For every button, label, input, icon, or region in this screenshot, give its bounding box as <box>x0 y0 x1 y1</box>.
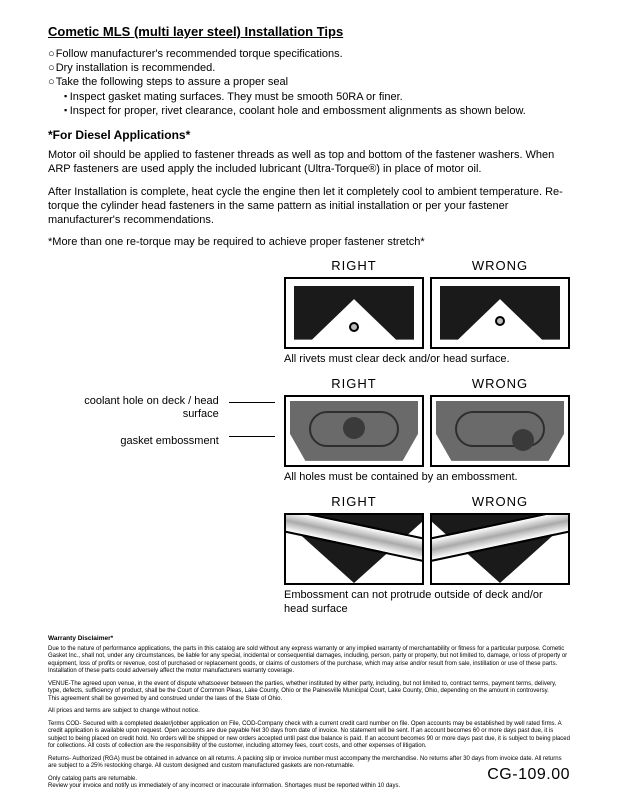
annotation-gasket-embossment: gasket embossment <box>48 435 219 448</box>
panel-protrude-wrong <box>430 513 570 585</box>
label-right: RIGHT <box>331 494 376 511</box>
coolant-hole-icon <box>343 417 365 439</box>
bullet-dry: Dry installation is recommended. <box>48 61 570 75</box>
diesel-heading: *For Diesel Applications* <box>48 128 570 144</box>
rivet-icon <box>495 316 505 326</box>
label-wrong: WRONG <box>472 376 528 393</box>
diagram-pair-embossment: coolant hole on deck / head surface gask… <box>48 376 570 484</box>
coolant-hole-icon <box>512 429 534 451</box>
document-code: CG-109.00 <box>487 765 570 786</box>
disclaimer-p2: VENUE-The agreed upon venue, in the even… <box>48 681 570 704</box>
diesel-p2: After Installation is complete, heat cyc… <box>48 185 570 228</box>
diagram-pair-protrude: RIGHT WRONG Embossment can not protrude … <box>48 494 570 616</box>
annotation-labels: coolant hole on deck / head surface gask… <box>48 381 219 463</box>
bullet-clearance: Inspect for proper, rivet clearance, coo… <box>48 104 570 118</box>
bullet-torque: Follow manufacturer's recommended torque… <box>48 47 570 61</box>
install-bullets: Follow manufacturer's recommended torque… <box>48 47 570 118</box>
diesel-p1: Motor oil should be applied to fastener … <box>48 148 570 177</box>
bullet-surfaces: Inspect gasket mating surfaces. They mus… <box>48 90 570 104</box>
page-title: Cometic MLS (multi layer steel) Installa… <box>48 24 570 41</box>
annotation-coolant-hole: coolant hole on deck / head surface <box>48 395 219 421</box>
disclaimer-p1: Due to the nature of performance applica… <box>48 646 570 676</box>
panel-emboss-wrong <box>430 395 570 467</box>
diagram-pair-rivets: RIGHT WRONG All rivets must clear deck a… <box>48 258 570 366</box>
diesel-p3: *More than one re-torque may be required… <box>48 235 570 249</box>
diagram-area: RIGHT WRONG All rivets must clear deck a… <box>48 258 570 617</box>
rivet-icon <box>349 322 359 332</box>
panel-rivet-wrong <box>430 277 570 349</box>
label-right: RIGHT <box>331 258 376 275</box>
label-wrong: WRONG <box>472 494 528 511</box>
annotation-leader-lines <box>229 382 274 460</box>
disclaimer-p3: All prices and terms are subject to chan… <box>48 708 570 716</box>
panel-protrude-right <box>284 513 424 585</box>
caption-rivets: All rivets must clear deck and/or head s… <box>284 352 570 366</box>
disclaimer-heading: Warranty Disclaimer* <box>48 635 570 643</box>
disclaimer-p4: Terms COD- Secured with a completed deal… <box>48 721 570 751</box>
bullet-steps: Take the following steps to assure a pro… <box>48 75 570 89</box>
caption-embossment: All holes must be contained by an emboss… <box>284 470 570 484</box>
caption-protrude: Embossment can not protrude outside of d… <box>284 588 570 617</box>
label-right: RIGHT <box>331 376 376 393</box>
label-wrong: WRONG <box>472 258 528 275</box>
panel-rivet-right <box>284 277 424 349</box>
panel-emboss-right <box>284 395 424 467</box>
